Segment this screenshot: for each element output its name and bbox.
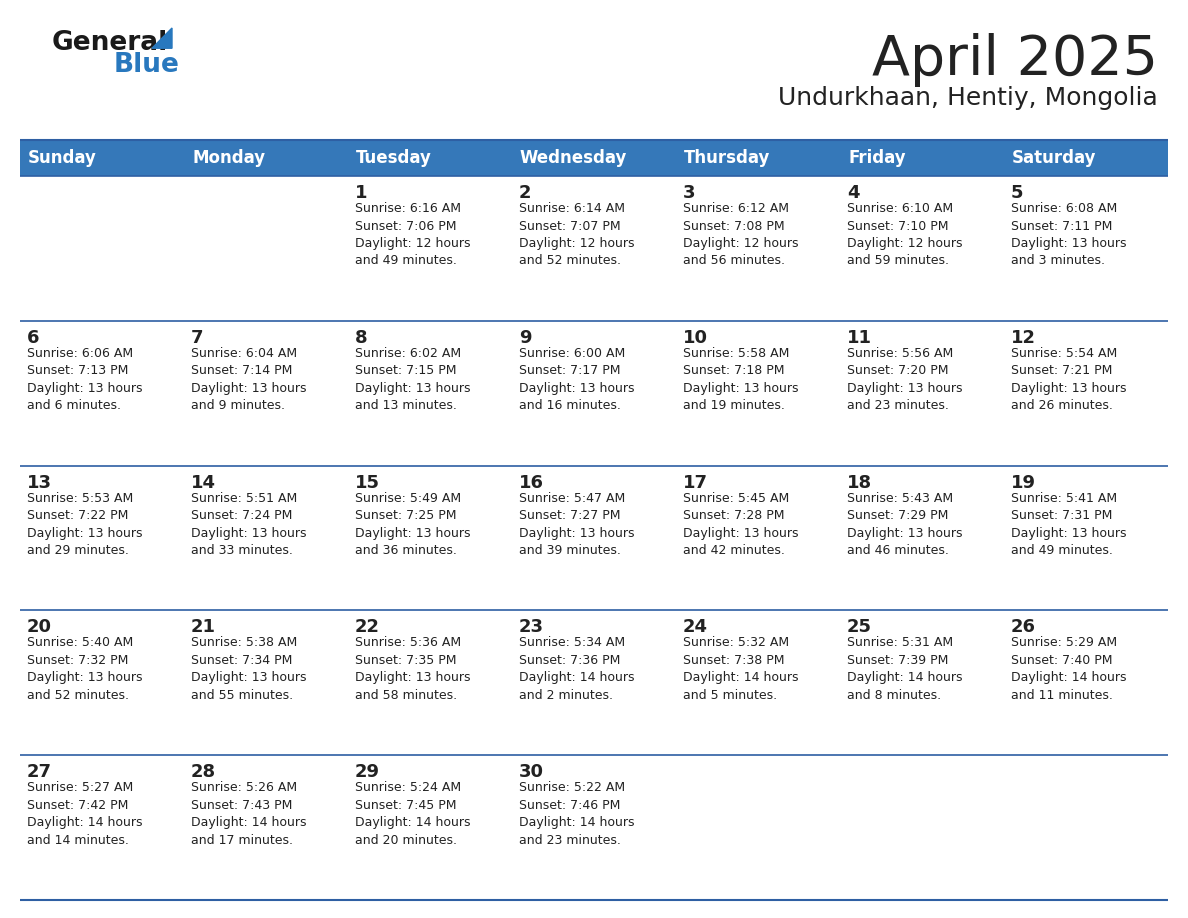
Text: 30: 30 — [519, 763, 544, 781]
Text: Sunrise: 6:02 AM
Sunset: 7:15 PM
Daylight: 13 hours
and 13 minutes.: Sunrise: 6:02 AM Sunset: 7:15 PM Dayligh… — [355, 347, 470, 412]
Text: 6: 6 — [27, 329, 39, 347]
Text: Sunrise: 5:49 AM
Sunset: 7:25 PM
Daylight: 13 hours
and 36 minutes.: Sunrise: 5:49 AM Sunset: 7:25 PM Dayligh… — [355, 492, 470, 557]
Text: Sunrise: 5:36 AM
Sunset: 7:35 PM
Daylight: 13 hours
and 58 minutes.: Sunrise: 5:36 AM Sunset: 7:35 PM Dayligh… — [355, 636, 470, 702]
Text: Blue: Blue — [114, 52, 179, 78]
Bar — [20, 320, 1168, 465]
Text: 7: 7 — [191, 329, 203, 347]
Text: Sunrise: 5:22 AM
Sunset: 7:46 PM
Daylight: 14 hours
and 23 minutes.: Sunrise: 5:22 AM Sunset: 7:46 PM Dayligh… — [519, 781, 634, 846]
Text: Friday: Friday — [848, 149, 905, 167]
Text: Sunrise: 5:43 AM
Sunset: 7:29 PM
Daylight: 13 hours
and 46 minutes.: Sunrise: 5:43 AM Sunset: 7:29 PM Dayligh… — [847, 492, 962, 557]
Text: 15: 15 — [355, 474, 380, 492]
Bar — [512, 140, 676, 176]
Text: 23: 23 — [519, 619, 544, 636]
Text: 29: 29 — [355, 763, 380, 781]
Text: Saturday: Saturday — [1012, 149, 1097, 167]
Text: 10: 10 — [683, 329, 708, 347]
Text: Wednesday: Wednesday — [520, 149, 627, 167]
Text: 9: 9 — [519, 329, 531, 347]
Bar — [20, 140, 184, 176]
Text: 24: 24 — [683, 619, 708, 636]
Text: Sunrise: 6:12 AM
Sunset: 7:08 PM
Daylight: 12 hours
and 56 minutes.: Sunrise: 6:12 AM Sunset: 7:08 PM Dayligh… — [683, 202, 798, 267]
Text: Undurkhaan, Hentiy, Mongolia: Undurkhaan, Hentiy, Mongolia — [778, 86, 1158, 110]
Text: Sunrise: 6:08 AM
Sunset: 7:11 PM
Daylight: 13 hours
and 3 minutes.: Sunrise: 6:08 AM Sunset: 7:11 PM Dayligh… — [1011, 202, 1126, 267]
Text: 19: 19 — [1011, 474, 1036, 492]
Text: 4: 4 — [847, 184, 859, 202]
Text: Sunrise: 5:40 AM
Sunset: 7:32 PM
Daylight: 13 hours
and 52 minutes.: Sunrise: 5:40 AM Sunset: 7:32 PM Dayligh… — [27, 636, 143, 702]
Text: Thursday: Thursday — [684, 149, 770, 167]
Text: Tuesday: Tuesday — [356, 149, 432, 167]
Text: Sunrise: 5:27 AM
Sunset: 7:42 PM
Daylight: 14 hours
and 14 minutes.: Sunrise: 5:27 AM Sunset: 7:42 PM Dayligh… — [27, 781, 143, 846]
Text: Sunrise: 6:00 AM
Sunset: 7:17 PM
Daylight: 13 hours
and 16 minutes.: Sunrise: 6:00 AM Sunset: 7:17 PM Dayligh… — [519, 347, 634, 412]
Text: Sunrise: 5:38 AM
Sunset: 7:34 PM
Daylight: 13 hours
and 55 minutes.: Sunrise: 5:38 AM Sunset: 7:34 PM Dayligh… — [191, 636, 307, 702]
Text: 21: 21 — [191, 619, 216, 636]
Bar — [840, 140, 1004, 176]
Text: Sunrise: 5:32 AM
Sunset: 7:38 PM
Daylight: 14 hours
and 5 minutes.: Sunrise: 5:32 AM Sunset: 7:38 PM Dayligh… — [683, 636, 798, 702]
Bar — [676, 140, 840, 176]
Polygon shape — [152, 28, 172, 49]
Text: 27: 27 — [27, 763, 52, 781]
Text: 1: 1 — [355, 184, 367, 202]
Text: 28: 28 — [191, 763, 216, 781]
Text: Sunrise: 5:26 AM
Sunset: 7:43 PM
Daylight: 14 hours
and 17 minutes.: Sunrise: 5:26 AM Sunset: 7:43 PM Dayligh… — [191, 781, 307, 846]
Text: 14: 14 — [191, 474, 216, 492]
Text: Sunrise: 6:14 AM
Sunset: 7:07 PM
Daylight: 12 hours
and 52 minutes.: Sunrise: 6:14 AM Sunset: 7:07 PM Dayligh… — [519, 202, 634, 267]
Bar — [20, 176, 1168, 320]
Text: 25: 25 — [847, 619, 872, 636]
Bar — [184, 140, 348, 176]
Bar — [348, 140, 512, 176]
Bar — [20, 756, 1168, 900]
Text: April 2025: April 2025 — [872, 33, 1158, 87]
Text: Sunrise: 5:58 AM
Sunset: 7:18 PM
Daylight: 13 hours
and 19 minutes.: Sunrise: 5:58 AM Sunset: 7:18 PM Dayligh… — [683, 347, 798, 412]
Text: 12: 12 — [1011, 329, 1036, 347]
Text: Sunrise: 5:54 AM
Sunset: 7:21 PM
Daylight: 13 hours
and 26 minutes.: Sunrise: 5:54 AM Sunset: 7:21 PM Dayligh… — [1011, 347, 1126, 412]
Text: Sunrise: 6:06 AM
Sunset: 7:13 PM
Daylight: 13 hours
and 6 minutes.: Sunrise: 6:06 AM Sunset: 7:13 PM Dayligh… — [27, 347, 143, 412]
Text: 2: 2 — [519, 184, 531, 202]
Text: Sunrise: 5:34 AM
Sunset: 7:36 PM
Daylight: 14 hours
and 2 minutes.: Sunrise: 5:34 AM Sunset: 7:36 PM Dayligh… — [519, 636, 634, 702]
Text: 26: 26 — [1011, 619, 1036, 636]
Bar — [1004, 140, 1168, 176]
Text: Sunrise: 5:56 AM
Sunset: 7:20 PM
Daylight: 13 hours
and 23 minutes.: Sunrise: 5:56 AM Sunset: 7:20 PM Dayligh… — [847, 347, 962, 412]
Text: 5: 5 — [1011, 184, 1024, 202]
Text: 3: 3 — [683, 184, 695, 202]
Bar — [20, 610, 1168, 756]
Text: Sunrise: 6:04 AM
Sunset: 7:14 PM
Daylight: 13 hours
and 9 minutes.: Sunrise: 6:04 AM Sunset: 7:14 PM Dayligh… — [191, 347, 307, 412]
Text: 8: 8 — [355, 329, 367, 347]
Text: Sunrise: 5:45 AM
Sunset: 7:28 PM
Daylight: 13 hours
and 42 minutes.: Sunrise: 5:45 AM Sunset: 7:28 PM Dayligh… — [683, 492, 798, 557]
Text: 18: 18 — [847, 474, 872, 492]
Text: Sunrise: 5:29 AM
Sunset: 7:40 PM
Daylight: 14 hours
and 11 minutes.: Sunrise: 5:29 AM Sunset: 7:40 PM Dayligh… — [1011, 636, 1126, 702]
Text: Sunrise: 5:47 AM
Sunset: 7:27 PM
Daylight: 13 hours
and 39 minutes.: Sunrise: 5:47 AM Sunset: 7:27 PM Dayligh… — [519, 492, 634, 557]
Text: 22: 22 — [355, 619, 380, 636]
Text: Sunrise: 6:10 AM
Sunset: 7:10 PM
Daylight: 12 hours
and 59 minutes.: Sunrise: 6:10 AM Sunset: 7:10 PM Dayligh… — [847, 202, 962, 267]
Bar — [20, 465, 1168, 610]
Text: 17: 17 — [683, 474, 708, 492]
Text: Sunday: Sunday — [29, 149, 97, 167]
Text: 13: 13 — [27, 474, 52, 492]
Text: 20: 20 — [27, 619, 52, 636]
Text: Sunrise: 5:51 AM
Sunset: 7:24 PM
Daylight: 13 hours
and 33 minutes.: Sunrise: 5:51 AM Sunset: 7:24 PM Dayligh… — [191, 492, 307, 557]
Text: Sunrise: 5:24 AM
Sunset: 7:45 PM
Daylight: 14 hours
and 20 minutes.: Sunrise: 5:24 AM Sunset: 7:45 PM Dayligh… — [355, 781, 470, 846]
Text: Sunrise: 5:31 AM
Sunset: 7:39 PM
Daylight: 14 hours
and 8 minutes.: Sunrise: 5:31 AM Sunset: 7:39 PM Dayligh… — [847, 636, 962, 702]
Text: Sunrise: 6:16 AM
Sunset: 7:06 PM
Daylight: 12 hours
and 49 minutes.: Sunrise: 6:16 AM Sunset: 7:06 PM Dayligh… — [355, 202, 470, 267]
Text: Sunrise: 5:41 AM
Sunset: 7:31 PM
Daylight: 13 hours
and 49 minutes.: Sunrise: 5:41 AM Sunset: 7:31 PM Dayligh… — [1011, 492, 1126, 557]
Text: Monday: Monday — [192, 149, 265, 167]
Text: General: General — [52, 30, 169, 56]
Text: Sunrise: 5:53 AM
Sunset: 7:22 PM
Daylight: 13 hours
and 29 minutes.: Sunrise: 5:53 AM Sunset: 7:22 PM Dayligh… — [27, 492, 143, 557]
Text: 11: 11 — [847, 329, 872, 347]
Text: 16: 16 — [519, 474, 544, 492]
